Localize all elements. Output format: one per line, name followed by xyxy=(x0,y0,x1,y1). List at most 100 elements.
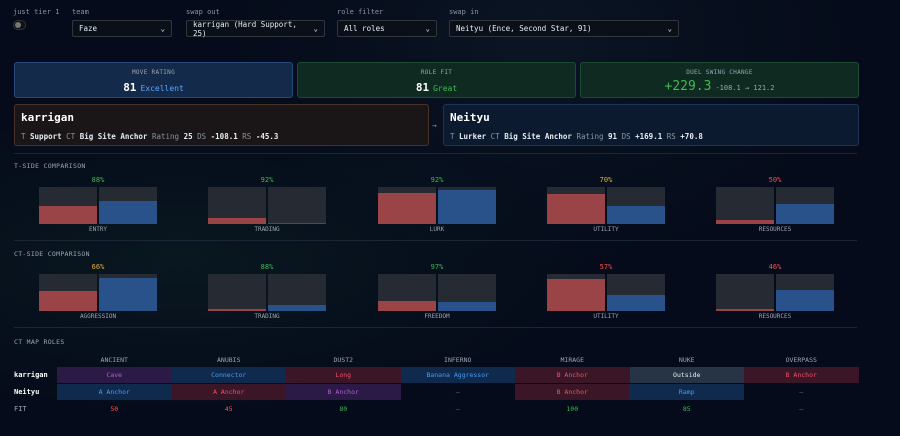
in-player-bar xyxy=(99,278,157,311)
in-player-bar xyxy=(607,294,665,311)
rs-value: -45.3 xyxy=(255,132,279,141)
swap-in-select[interactable]: Neityu (Ence, Second Star, 91) ⌄ xyxy=(449,20,679,37)
row-player: Neityu xyxy=(14,388,40,396)
role-fit-grade: Great xyxy=(433,84,458,93)
swap-in-label: swap in xyxy=(449,8,479,16)
map-header: NUKE xyxy=(678,356,695,364)
swap-in-player-card: Neityu T Lurker CT Big Site Anchor Ratin… xyxy=(443,104,859,146)
out-bar-track xyxy=(547,187,605,224)
fit-value: 100 xyxy=(566,405,579,413)
map-role-cell: B Anchor xyxy=(515,384,630,400)
row-player: karrigan xyxy=(14,371,48,379)
fit-value: – xyxy=(799,405,804,413)
comparison-chart-trading: 92% TRADING xyxy=(208,176,326,233)
tier-toggle[interactable] xyxy=(13,20,26,30)
metric-name: AGGRESSION xyxy=(79,313,117,320)
ds-value: -108.1 xyxy=(210,132,238,141)
divider xyxy=(14,240,857,241)
chevron-down-icon: ⌄ xyxy=(425,24,430,33)
ds-label: DS xyxy=(197,132,207,141)
metric-name: UTILITY xyxy=(593,226,619,233)
fit-percent: 92% xyxy=(260,176,274,184)
out-bar-track xyxy=(716,187,774,224)
out-bar-track xyxy=(208,274,266,311)
fit-value: – xyxy=(455,405,460,413)
divider xyxy=(14,153,857,154)
out-bar-track xyxy=(39,274,97,311)
role-filter-select[interactable]: All roles ⌄ xyxy=(337,20,437,37)
in-player-bar xyxy=(438,189,496,224)
map-role-cell: – xyxy=(799,388,804,396)
comparison-chart-utility: 70% UTILITY xyxy=(547,176,665,233)
duel-swing-range: -108.1 → 121.2 xyxy=(715,84,775,92)
map-header: DUST2 xyxy=(333,356,354,364)
map-role-cell: A Anchor xyxy=(171,384,286,400)
role-filter-value: All roles xyxy=(344,24,385,33)
map-role-cell: Outside xyxy=(629,367,744,383)
out-player-bar xyxy=(716,309,774,311)
swap-out-select[interactable]: karrigan (Hard Support, 25) ⌄ xyxy=(186,19,325,38)
tier-label: just tier 1 xyxy=(13,8,60,16)
comparison-chart-utility: 57% UTILITY xyxy=(547,263,665,320)
table-row: karrigan Cave Connector Long Banana Aggresso… xyxy=(14,367,859,383)
t-label: T xyxy=(21,132,26,141)
in-player-bar xyxy=(99,201,157,224)
map-roles-table: ANCIENT ANUBIS DUST2 INFERNO MIRAGE NUKE OVERP… xyxy=(14,353,859,418)
map-role-cell: Long xyxy=(286,367,401,383)
fit-label: FIT xyxy=(14,405,27,413)
comparison-chart-entry: 88% ENTRY xyxy=(39,176,157,233)
metric-name: LURK xyxy=(429,226,445,233)
in-bar-track xyxy=(268,187,326,224)
out-player-bar xyxy=(547,279,605,311)
chevron-down-icon: ⌄ xyxy=(160,24,165,33)
map-role-cell: B Anchor xyxy=(515,367,630,383)
fit-percent: 97% xyxy=(430,263,444,271)
chevron-down-icon: ⌄ xyxy=(313,24,318,33)
ds-label: DS xyxy=(621,132,631,141)
in-bar-track xyxy=(99,187,157,224)
fit-row: FIT 50 45 80 – 100 85 – xyxy=(14,401,859,417)
metric-name: UTILITY xyxy=(593,313,619,320)
fit-percent: 88% xyxy=(260,263,274,271)
in-bar-track xyxy=(776,187,834,224)
metric-name: TRADING xyxy=(254,313,280,320)
fit-percent: 46% xyxy=(768,263,782,271)
map-header: MIRAGE xyxy=(560,356,584,364)
map-roles-title: CT MAP ROLES xyxy=(14,338,65,346)
metric-name: RESOURCES xyxy=(758,226,792,233)
in-player-bar xyxy=(268,305,326,311)
out-player-bar xyxy=(39,290,97,311)
t-label: T xyxy=(450,132,455,141)
rating-label: Rating xyxy=(576,132,604,141)
fit-percent: 70% xyxy=(599,176,613,184)
swap-in-value: Neityu (Ence, Second Star, 91) xyxy=(456,24,592,33)
in-bar-track xyxy=(776,274,834,311)
table-row: Neityu A Anchor A Anchor B Anchor – B Anchor R… xyxy=(14,384,859,400)
move-rating-value: 81 xyxy=(123,81,137,94)
comparison-chart-aggression: 66% AGGRESSION xyxy=(39,263,157,320)
ds-value: +169.1 xyxy=(635,132,663,141)
in-bar-track xyxy=(607,274,665,311)
map-header: OVERPASS xyxy=(785,356,817,364)
role-filter-label: role filter xyxy=(337,8,384,16)
comparison-chart-resources: 50% RESOURCES xyxy=(716,176,834,233)
t-side-title: T-SIDE COMPARISON xyxy=(14,162,86,170)
map-header: INFERNO xyxy=(444,356,472,364)
rs-value: +70.8 xyxy=(680,132,703,141)
team-select[interactable]: Faze ⌄ xyxy=(72,20,172,37)
ct-role: Big Site Anchor xyxy=(504,132,572,141)
t-role: Lurker xyxy=(459,132,487,141)
t-role: Support xyxy=(30,132,62,141)
divider xyxy=(14,327,857,328)
out-player-bar xyxy=(378,301,436,311)
in-bar-track xyxy=(268,274,326,311)
rs-label: RS xyxy=(666,132,676,141)
swap-out-label: swap out xyxy=(186,8,220,16)
rating-value: 91 xyxy=(608,132,618,141)
swap-out-value: karrigan (Hard Support, 25) xyxy=(193,19,297,38)
comparison-chart-lurk: 92% LURK xyxy=(378,176,496,233)
comparison-chart-resources: 46% RESOURCES xyxy=(716,263,834,320)
chevron-down-icon: ⌄ xyxy=(667,24,672,33)
fit-percent: 57% xyxy=(599,263,613,271)
map-role-cell: Connector xyxy=(171,367,286,383)
